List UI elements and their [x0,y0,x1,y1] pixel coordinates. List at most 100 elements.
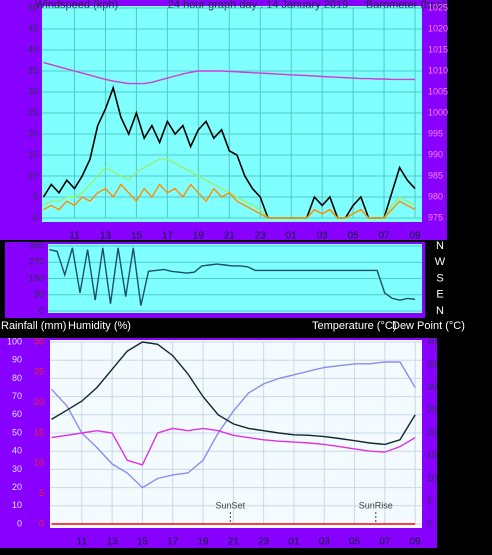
y-tick-label: 10 [427,473,437,483]
legend-entry: Rainfall (mm) [1,320,66,332]
y-tick-label: 50 [28,2,38,12]
y-tick-label: 35 [427,359,437,369]
y-tick-label: 10 [28,170,38,180]
x-tick-label: 19 [197,537,209,548]
x-tick-label: 01 [286,231,298,242]
x-tick-label: 17 [167,537,179,548]
x-tick-label: 11 [69,231,80,242]
y-tick-label: 980 [428,191,443,201]
y-tick-label: 40 [12,446,22,456]
y-tick-label: 20 [28,128,38,138]
y-tick-label: 1005 [428,86,448,96]
x-tick-label: 21 [228,537,240,548]
legend-entry: Dew Point (°C) [392,320,465,332]
x-tick-label: 13 [107,537,119,548]
y-tick-label: 0 [427,518,432,528]
annotation: SunRise [359,500,393,510]
y-tick-label: 100 [7,336,22,346]
y-tick-label: 90 [12,355,22,365]
x-tick-label: 07 [379,537,391,548]
compass-label: N [436,305,444,317]
y-tick-label: 25 [28,107,38,117]
y-tick-label: 40 [427,336,437,346]
y-tick-label: 5 [33,191,38,201]
y-tick-label: 20 [34,397,44,407]
series-line [49,247,416,306]
y-tick-label: 975 [428,212,443,222]
x-tick-label: 15 [137,537,149,548]
y-tick-label: 5 [39,488,44,498]
wind-plot [42,6,422,222]
y-tick-label: 0 [33,212,38,222]
x-tick-label: 05 [348,231,360,242]
series-line [51,427,416,466]
y-tick-label: 180 [29,273,44,283]
y-tick-label: 30 [28,86,38,96]
x-tick-label: 15 [131,231,143,242]
y-tick-label: 5 [427,496,432,506]
x-tick-label: 03 [319,537,331,548]
x-tick-label: 19 [193,231,205,242]
y-tick-label: 60 [12,409,22,419]
y-tick-label: 45 [28,23,38,33]
annotation: SunSet [216,500,246,510]
y-tick-label: 30 [12,464,22,474]
y-tick-label: 15 [34,427,44,437]
x-tick-label: 07 [379,231,391,242]
y-tick-label: 15 [28,149,38,159]
y-tick-label: 995 [428,128,443,138]
y-tick-label: 1010 [428,65,448,75]
y-tick-label: 0 [39,518,44,528]
y-tick-label: 80 [12,373,22,383]
y-tick-label: 990 [428,149,443,159]
y-tick-label: 20 [12,482,22,492]
y-tick-label: 0 [17,518,22,528]
y-tick-label: 25 [427,405,437,415]
x-tick-label: 01 [288,537,300,548]
y-tick-label: 35 [28,65,38,75]
chart-title: 24 hour graph day : 14 January 2019 [168,0,348,11]
compass-label: W [435,256,446,268]
x-tick-label: 21 [224,231,236,242]
x-tick-label: 17 [162,231,174,242]
y-tick-label: 20 [427,427,437,437]
x-tick-label: 09 [410,537,422,548]
y-tick-label: 270 [29,257,44,267]
x-tick-label: 13 [100,231,112,242]
y-tick-label: 1000 [428,107,448,117]
y-tick-label: 10 [34,458,44,468]
y-tick-label: 40 [28,44,38,54]
x-tick-label: 05 [349,537,361,548]
y-label: Windspeed (kph) [35,0,118,11]
legend-entry: Temperature (°C) [312,320,396,332]
y-tick-label: 70 [12,391,22,401]
x-tick-label: 09 [409,231,421,242]
y-tick-label: 90 [34,289,44,299]
series-line [51,341,416,446]
y-tick-label: 30 [427,382,437,392]
legend-entry: Humidity (%) [68,320,131,332]
x-tick-label: 11 [77,537,88,548]
series-line [43,61,415,85]
y-tick-label: 50 [12,427,22,437]
series-line [43,183,416,219]
compass-label: E [436,289,443,301]
y-tick-label: 30 [34,336,44,346]
y-tick-label: 25 [34,367,44,377]
x-tick-label: 23 [258,537,270,548]
y-tick-label: 360 [29,240,44,250]
compass-label: S [436,272,443,284]
y-tick-label: 1015 [428,44,448,54]
y-tick-label: 10 [12,500,22,510]
x-tick-label: 23 [255,231,267,242]
series-line [50,361,416,489]
y-tick-label: 985 [428,170,443,180]
series-line [42,85,416,219]
x-tick-label: 03 [317,231,329,242]
y-tick-label: 1025 [428,2,448,12]
y-tick-label: 1020 [428,23,448,33]
y-tick-label: 0 [39,305,44,315]
compass-label: N [436,240,444,252]
y2-label: Barometer (hpa) [366,0,446,11]
